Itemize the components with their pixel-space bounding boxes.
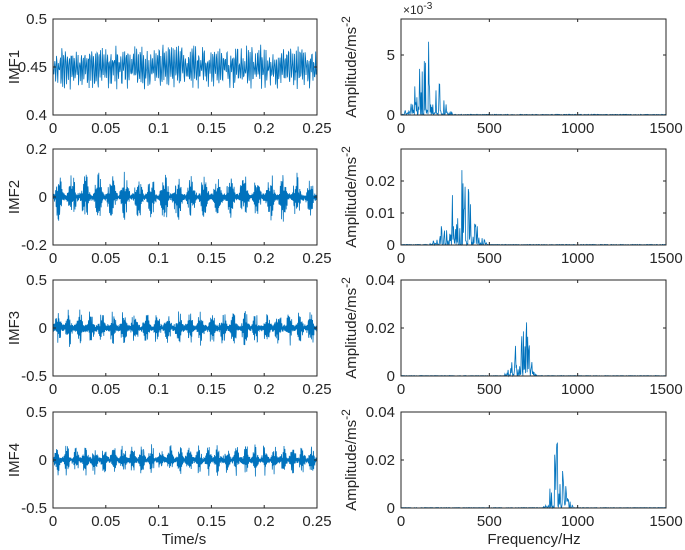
imf4-spectrum-ytick-label: 0 (387, 500, 395, 517)
imf2-spectrum-ylabel: Amplitude/ms-2 (339, 146, 360, 248)
imf2-time-xtick-label: 0.2 (254, 250, 275, 267)
imf2-time-xtick-label: 0.15 (197, 250, 226, 267)
imf2-time-xtick-label: 0.05 (91, 250, 120, 267)
imf3-spectrum-xtick-label: 1000 (561, 381, 594, 398)
imf2-time-series-line (52, 171, 318, 222)
imf4-spectrum-ytick-label: 0.02 (366, 452, 395, 469)
imf1-spectrum-panel: Amplitude/ms-2 ×10-3 0 500 1000 1500 0 5 (339, 1, 683, 137)
imf2-spectrum-xtick-label: 1000 (561, 250, 594, 267)
imf1-time-ytick-label: 0.4 (26, 107, 47, 124)
imf1-spectrum-ytick-label: 5 (387, 47, 395, 64)
imf2-spectrum-panel: Amplitude/ms-2 0 500 1000 1500 0 0.01 0.02 (339, 146, 683, 267)
imf2-time-ytick-label: 0 (39, 189, 47, 206)
imf4-time-series-line (52, 444, 318, 477)
imf2-spectrum-ytick-label: 0.02 (366, 173, 395, 190)
imf4-spectrum-ytick-label: 0.04 (366, 404, 395, 421)
imf1-spectrum-series-line (400, 41, 667, 117)
imf1-spectrum-xtick-label: 0 (397, 120, 405, 137)
imf4-time-xtick-label: 0.05 (91, 513, 120, 530)
imf1-time-xtick-label: 0.15 (197, 120, 226, 137)
imf3-time-xtick-label: 0.1 (148, 381, 169, 398)
imf2-spectrum-xtick-label: 1500 (649, 250, 682, 267)
imf3-spectrum-ytick-label: 0.04 (366, 272, 395, 289)
imf3-time-series-line (52, 309, 318, 347)
imf3-spectrum-xtick-label: 1500 (649, 381, 682, 398)
imf4-time-ytick-label: -0.5 (21, 500, 47, 517)
imf2-spectrum-series-line (400, 170, 667, 247)
imf3-time-xtick-label: 0.15 (197, 381, 226, 398)
imf1-spectrum-multiplier: ×10-3 (403, 1, 433, 17)
imf2-spectrum-axes-frame (400, 148, 667, 246)
imf3-time-ytick-label: 0 (39, 320, 47, 337)
imf1-spectrum-xtick-label: 1500 (649, 120, 682, 137)
imf1-time-xtick-label: 0.25 (302, 120, 331, 137)
imf4-time-ytick-label: 0.5 (26, 404, 47, 421)
imf3-time-xtick-label: 0.2 (254, 381, 275, 398)
imf2-time-ytick-label: -0.2 (21, 237, 47, 254)
imf2-spectrum-xtick-label: 0 (397, 250, 405, 267)
imf4-spectrum-xtick-label: 0 (397, 513, 405, 530)
imf3-time-ytick-label: 0.5 (26, 272, 47, 289)
imf3-time-ylabel: IMF3 (6, 311, 23, 345)
imf3-spectrum-xtick-label: 500 (477, 381, 502, 398)
imf1-spectrum-ytick-label: 0 (387, 107, 395, 124)
imf2-time-xtick-label: 0 (49, 250, 57, 267)
imf4-time-xtick-label: 0.1 (148, 513, 169, 530)
imf2-time-xtick-label: 0.1 (148, 250, 169, 267)
imf1-time-xtick-label: 0.2 (254, 120, 275, 137)
imf3-time-xtick-label: 0 (49, 381, 57, 398)
imf4-time-xtick-label: 0 (49, 513, 57, 530)
imf2-time-xtick-label: 0.25 (302, 250, 331, 267)
imf4-spectrum-panel: Amplitude/ms-2 Frequency/Hz 0 500 1000 1500… (339, 404, 683, 548)
imf4-time-panel: IMF4 Time/s 0 0.05 0.1 0.15 0.2 0.25-0.500.5 (6, 404, 332, 548)
imf3-time-ytick-label: -0.5 (21, 368, 47, 385)
imf4-time-ylabel: IMF4 (6, 443, 23, 477)
imf2-time-ytick-label: 0.2 (26, 141, 47, 158)
imf3-time-xtick-label: 0.25 (302, 381, 331, 398)
imf4-spectrum-series-line (400, 441, 667, 510)
imf2-time-panel: IMF2 0 0.05 0.1 0.15 0.2 0.25-0.200.2 (6, 141, 332, 267)
imf1-time-xtick-label: 0.1 (148, 120, 169, 137)
imf3-spectrum-ytick-label: 0 (387, 368, 395, 385)
imf4-time-xtick-label: 0.25 (302, 513, 331, 530)
imf3-time-xtick-label: 0.05 (91, 381, 120, 398)
imf3-spectrum-axes-frame (400, 279, 667, 377)
imf1-time-series-line (52, 44, 318, 90)
imf1-spectrum-axes-frame (400, 18, 667, 116)
imf2-time-ylabel: IMF2 (6, 180, 23, 214)
imf3-spectrum-xtick-label: 0 (397, 381, 405, 398)
imf1-time-ytick-label: 0.5 (26, 11, 47, 28)
imf4-time-xtick-label: 0.15 (197, 513, 226, 530)
imf2-spectrum-xtick-label: 500 (477, 250, 502, 267)
imf1-time-ylabel: IMF1 (6, 50, 23, 84)
imf1-time-panel: IMF1 0 0.05 0.1 0.15 0.2 0.25 0.4 0.45 0.5 (6, 11, 332, 137)
imf3-time-panel: IMF3 0 0.05 0.1 0.15 0.2 0.25-0.500.5 (6, 272, 332, 398)
imf3-spectrum-ytick-label: 0.02 (366, 320, 395, 337)
imf4-spectrum-xtick-label: 500 (477, 513, 502, 530)
imf4-spectrum-ylabel: Amplitude/ms-2 (339, 409, 360, 511)
imf4-time-ytick-label: 0 (39, 452, 47, 469)
imf1-spectrum-xtick-label: 500 (477, 120, 502, 137)
imf1-time-xtick-label: 0 (49, 120, 57, 137)
imf4-time-xtick-label: 0.2 (254, 513, 275, 530)
imf1-time-xtick-label: 0.05 (91, 120, 120, 137)
imf3-spectrum-ylabel: Amplitude/ms-2 (339, 277, 360, 379)
imf4-spectrum-xtick-label: 1500 (649, 513, 682, 530)
time-xlabel: Time/s (162, 531, 206, 548)
imf2-spectrum-ytick-label: 0.01 (366, 205, 395, 222)
imf3-spectrum-series-line (401, 322, 667, 378)
imf4-spectrum-xtick-label: 1000 (561, 513, 594, 530)
imf3-spectrum-panel: Amplitude/ms-2 0 500 1000 1500 0 0.02 0.04 (339, 272, 683, 398)
imf2-spectrum-ytick-label: 0 (387, 237, 395, 254)
imf1-time-ytick-label: 0.45 (18, 59, 47, 76)
imf4-spectrum-axes-frame (400, 411, 667, 509)
imf1-spectrum-xtick-label: 1000 (561, 120, 594, 137)
imf1-spectrum-ylabel: Amplitude/ms-2 (339, 16, 360, 118)
frequency-xlabel: Frequency/Hz (487, 531, 580, 548)
